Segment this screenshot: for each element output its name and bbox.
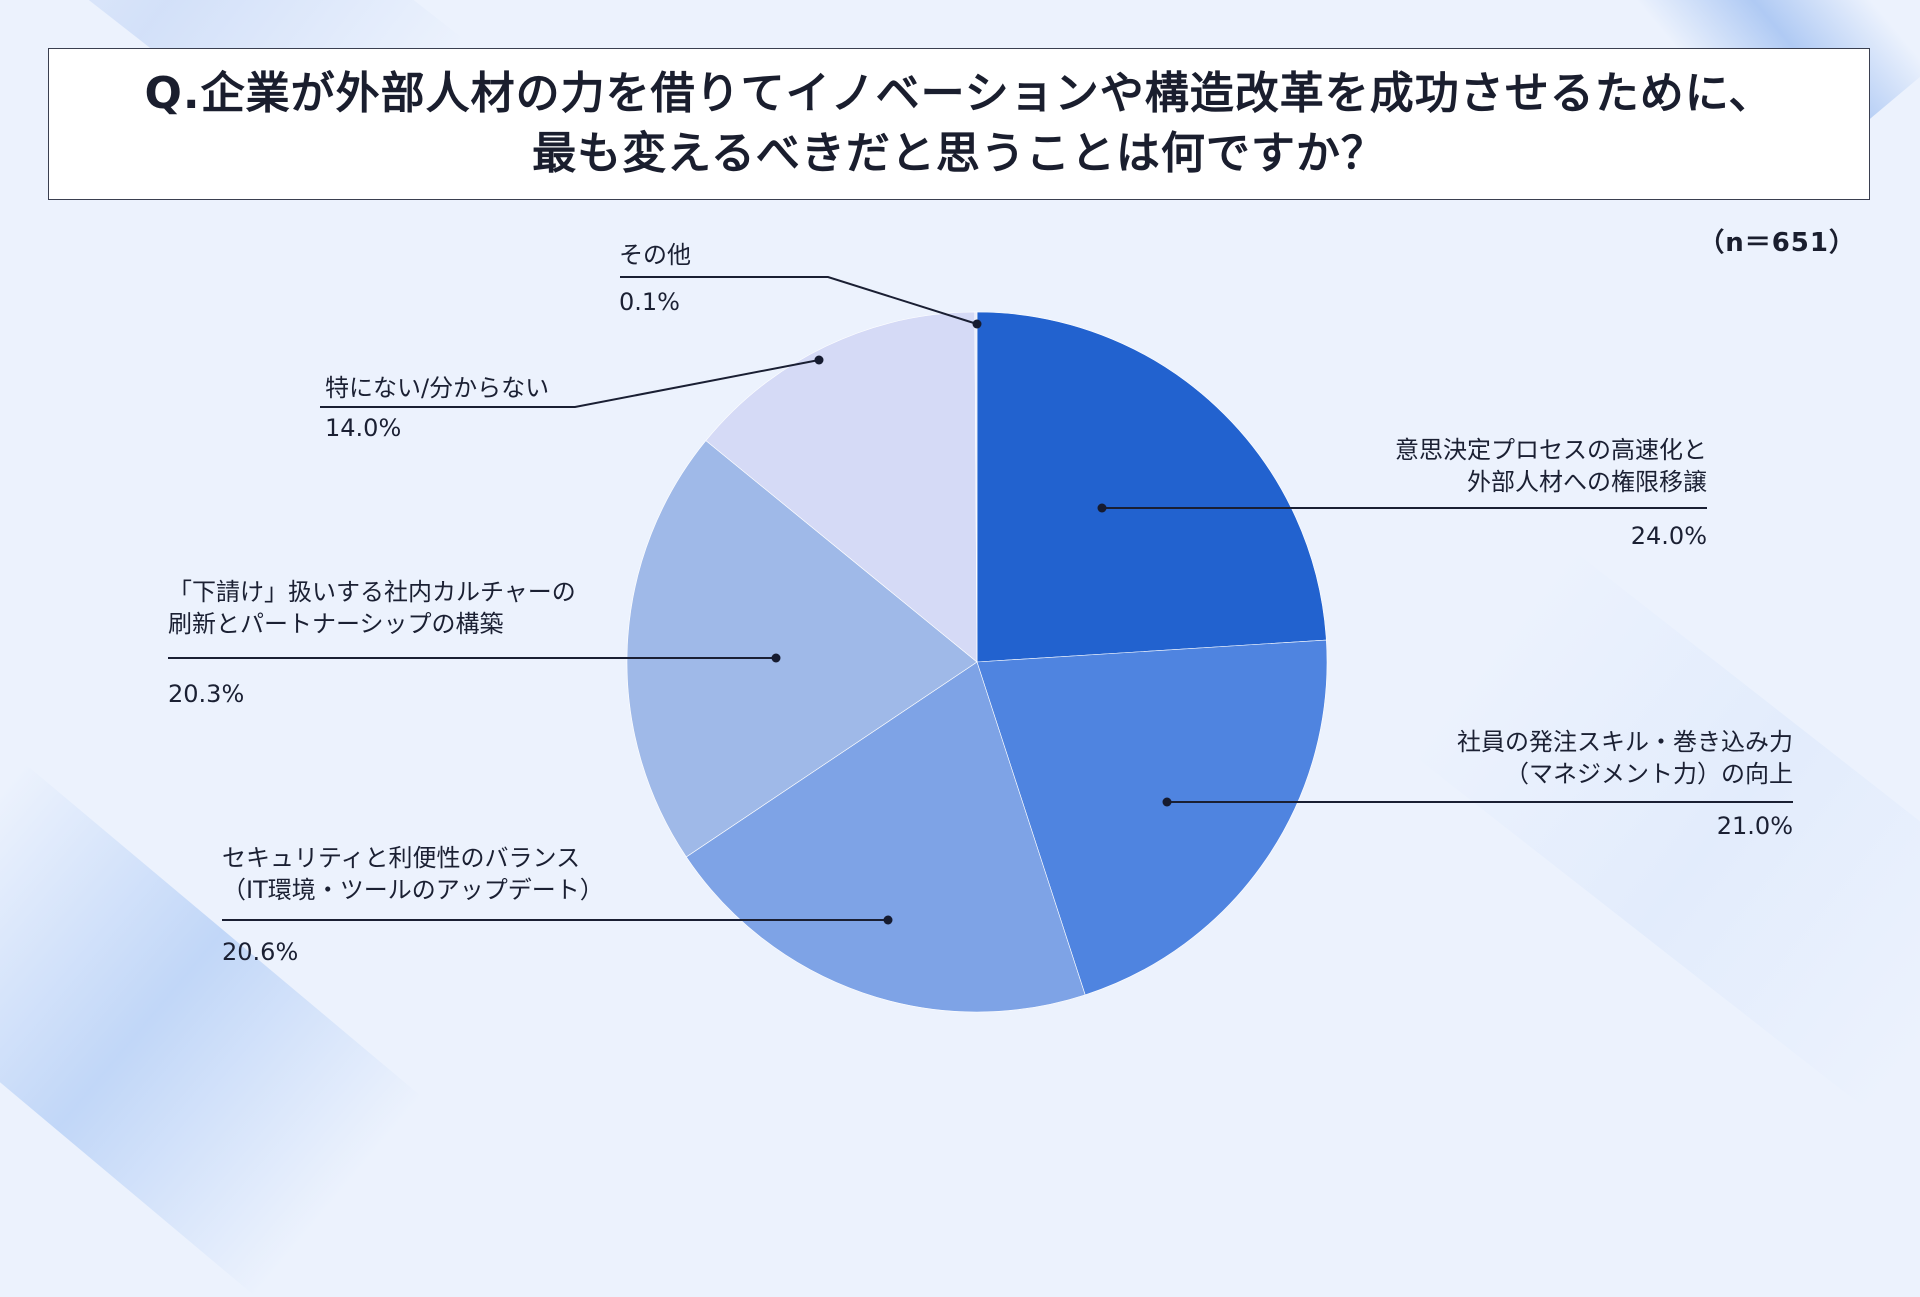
pie-slices bbox=[626, 311, 1328, 1013]
slice-category-label: 「下請け」扱いする社内カルチャーの bbox=[168, 578, 576, 606]
pie-slice bbox=[976, 639, 1328, 996]
slice-category-label: 特にない/分からない bbox=[325, 374, 549, 402]
pie-slice bbox=[976, 311, 1327, 663]
sample-size-label: （n＝651） bbox=[1698, 228, 1856, 258]
leader-line bbox=[620, 276, 978, 325]
leader-dot bbox=[771, 653, 781, 663]
question-title-box: Q.企業が外部人材の力を借りてイノベーションや構造改革を成功させるために、 最も… bbox=[48, 48, 1870, 200]
leader-dot bbox=[1162, 797, 1172, 807]
leader-dot bbox=[1097, 503, 1107, 513]
slice-value-label: 20.3% bbox=[168, 680, 244, 708]
slice-category-label: セキュリティと利便性のバランス bbox=[222, 844, 580, 872]
leader-dot bbox=[972, 319, 982, 329]
slice-value-label: 0.1% bbox=[619, 288, 680, 316]
slice-value-label: 24.0% bbox=[1631, 522, 1707, 550]
slice-category-label: その他 bbox=[619, 241, 691, 269]
slice-category-label: 刷新とパートナーシップの構築 bbox=[168, 610, 504, 638]
slice-value-label: 14.0% bbox=[325, 414, 401, 442]
leader-dot bbox=[814, 355, 824, 365]
pie-slice bbox=[974, 311, 978, 663]
slice-category-label: 社員の発注スキル・巻き込み力 bbox=[1457, 728, 1793, 756]
slice-category-label: （マネジメント力）の向上 bbox=[1505, 760, 1793, 788]
question-title-line-2: 最も変えるべきだと思うことは何ですか？ bbox=[532, 128, 1386, 179]
pie-slice bbox=[626, 440, 978, 858]
slice-value-label: 21.0% bbox=[1717, 812, 1793, 840]
slice-category-label: （IT環境・ツールのアップデート） bbox=[222, 876, 604, 904]
pie-slice bbox=[685, 661, 1086, 1013]
slice-category-label: 外部人材への権限移譲 bbox=[1467, 468, 1707, 496]
leader-line bbox=[320, 359, 820, 408]
slice-category-label: 意思決定プロセスの高速化と bbox=[1395, 436, 1707, 464]
slice-value-label: 20.6% bbox=[222, 938, 298, 966]
leader-dot bbox=[883, 915, 893, 925]
question-title-line-1: Q.企業が外部人材の力を借りてイノベーションや構造改革を成功させるために、 bbox=[144, 68, 1774, 119]
